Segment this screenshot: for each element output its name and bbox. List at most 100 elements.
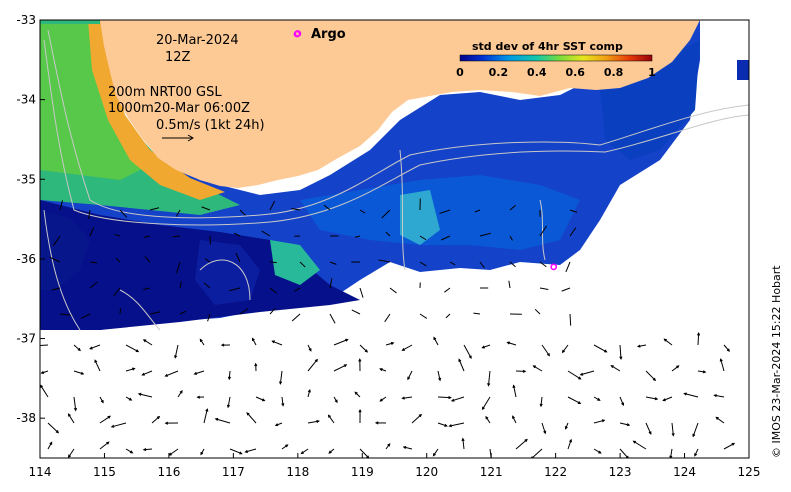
current-arrow: [119, 308, 122, 315]
current-arrow: [52, 235, 61, 247]
current-arrow: [539, 396, 543, 408]
current-arrow: [291, 208, 301, 211]
current-arrow: [461, 437, 465, 450]
current-arrow: [329, 313, 336, 324]
current-arrow: [176, 261, 181, 274]
date-label: 20-Mar-2024: [156, 33, 239, 48]
current-arrow: [593, 419, 606, 424]
current-vectors: [40, 198, 736, 458]
current-arrow: [385, 443, 391, 450]
current-arrow: [458, 358, 465, 372]
current-arrow: [125, 344, 140, 353]
current-arrow: [532, 365, 543, 372]
current-arrow: [227, 370, 232, 381]
current-arrow: [437, 370, 442, 382]
current-arrow: [279, 370, 283, 385]
current-arrow: [307, 358, 318, 372]
current-arrow: [619, 396, 625, 407]
current-arrow: [715, 416, 725, 424]
current-arrow: [385, 341, 395, 346]
current-arrow: [73, 370, 85, 375]
current-arrow: [149, 207, 160, 211]
current-arrow: [565, 261, 571, 273]
current-arrow: [564, 422, 569, 430]
colorbar-tick-label: 0: [456, 66, 464, 79]
current-arrow: [333, 338, 349, 346]
current-arrow: [141, 370, 153, 376]
current-arrow: [233, 232, 241, 237]
current-arrow: [125, 396, 133, 401]
current-arrow: [593, 396, 601, 401]
current-arrow: [561, 344, 569, 354]
current-arrow: [47, 422, 60, 434]
x-tick-label: 121: [480, 465, 503, 479]
current-arrow: [203, 282, 211, 289]
current-arrow: [196, 395, 205, 399]
current-arrow: [669, 448, 673, 458]
current-arrow: [59, 200, 63, 211]
current-arrow: [378, 259, 391, 263]
current-arrow: [645, 370, 657, 382]
current-arrow: [49, 256, 61, 263]
current-arrow: [59, 313, 71, 316]
current-arrow: [269, 307, 276, 315]
current-arrow: [561, 287, 571, 292]
current-arrow: [632, 440, 647, 450]
current-arrow: [142, 448, 153, 452]
current-arrow: [246, 412, 257, 424]
current-arrow: [254, 362, 258, 372]
current-arrow: [125, 367, 136, 372]
current-arrow: [299, 261, 306, 268]
depth-time-label: 1000m20-Mar 06:00Z: [108, 101, 250, 116]
current-arrow: [329, 278, 333, 289]
current-arrow: [509, 235, 513, 241]
colorbar-tick-label: 0.8: [604, 66, 624, 79]
copyright-label: © IMOS 23-Mar-2024 15:22 Hobart: [770, 265, 783, 458]
current-arrow: [531, 448, 543, 458]
current-arrow: [327, 414, 335, 424]
current-arrow: [333, 396, 338, 404]
current-arrow: [281, 396, 285, 407]
current-arrow: [359, 287, 364, 298]
x-axis: 114 115 116 117 118 119 120 121 122 123 124 125: [29, 453, 760, 479]
current-arrow: [512, 384, 517, 398]
current-arrow: [419, 235, 427, 241]
current-arrow: [474, 209, 481, 213]
current-arrow: [114, 234, 121, 237]
current-arrow: [683, 392, 699, 398]
current-arrow: [164, 370, 179, 377]
colorbar: [459, 54, 653, 62]
current-arrow: [355, 235, 361, 238]
current-arrow: [723, 344, 730, 352]
current-arrow: [73, 344, 81, 352]
current-arrow: [142, 339, 153, 346]
current-arrow: [359, 209, 366, 214]
current-arrow: [99, 396, 104, 404]
current-arrow: [481, 344, 491, 349]
y-tick-label: -35: [16, 172, 36, 186]
current-arrow: [175, 209, 181, 217]
y-tick-label: -37: [16, 332, 36, 346]
current-arrow: [381, 209, 391, 219]
current-arrow: [89, 227, 95, 237]
current-arrow: [479, 232, 491, 237]
current-arrow: [47, 441, 53, 450]
current-arrow: [89, 261, 98, 264]
current-arrow: [113, 287, 121, 297]
current-arrow: [351, 309, 361, 315]
current-arrow: [149, 311, 161, 315]
current-arrow: [235, 252, 241, 263]
current-arrow: [67, 413, 75, 424]
current-arrow: [251, 337, 257, 346]
current-arrow: [239, 308, 249, 315]
current-arrow: [329, 261, 337, 265]
y-tick-label: -36: [16, 252, 36, 266]
x-tick-label: 120: [415, 465, 438, 479]
current-arrow: [40, 370, 49, 374]
colorbar-ticks: 0 0.2 0.4 0.6 0.8 1: [456, 66, 656, 79]
current-arrow: [697, 370, 707, 374]
x-tick-label: 115: [93, 465, 116, 479]
current-arrow: [509, 204, 516, 211]
current-arrow: [307, 419, 320, 424]
current-arrow: [541, 422, 547, 435]
